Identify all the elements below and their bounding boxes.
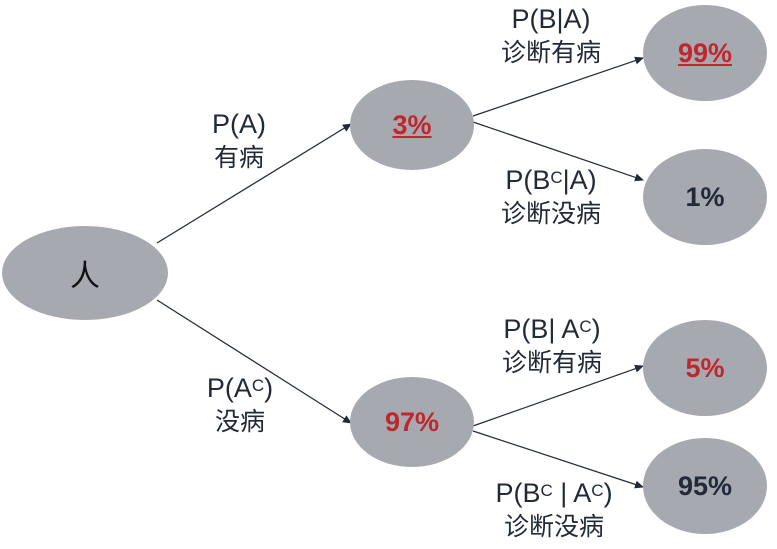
edge-label-pbcac: P(BC | AC) 诊断没病 — [474, 476, 634, 544]
node-bc-given-ac: 95% — [643, 438, 767, 534]
prob-pac: P(AC) — [206, 373, 274, 403]
edge-label-pba: P(B|A) 诊断有病 — [486, 2, 616, 70]
node-person: 人 — [2, 226, 168, 320]
prob-pa: P(A) — [212, 109, 266, 139]
edge-ac-to-bc — [472, 430, 644, 489]
node-b-given-ac: 5% — [643, 320, 767, 416]
prob-pbca: P(BC|A) — [505, 165, 597, 195]
edge-root-to-a — [156, 123, 352, 244]
prob-pbac: P(B| AC) — [503, 314, 601, 344]
edge-label-pac: P(AC) 没病 — [192, 371, 288, 439]
node-bc-given-a: 1% — [643, 149, 767, 245]
edge-label-pa: P(A) 有病 — [198, 107, 280, 175]
edge-a-to-bc — [472, 121, 644, 182]
node-b-given-a: 99% — [643, 5, 767, 101]
desc-pbcac: 诊断没病 — [503, 512, 604, 541]
prob-pbcac: P(BC | AC) — [495, 478, 613, 508]
desc-pbca: 诊断没病 — [500, 199, 601, 228]
desc-pba: 诊断有病 — [500, 38, 601, 67]
edge-ac-to-b — [472, 364, 644, 427]
node-no-disease: 97% — [350, 377, 474, 467]
edge-a-to-b — [472, 56, 644, 117]
edge-label-pbac: P(B| AC) 诊断有病 — [482, 312, 622, 380]
desc-pac: 没病 — [214, 407, 265, 436]
desc-pbac: 诊断有病 — [501, 348, 602, 377]
node-has-disease: 3% — [350, 80, 474, 170]
prob-pba: P(B|A) — [511, 4, 591, 34]
desc-pa: 有病 — [213, 143, 264, 172]
edge-label-pbca: P(BC|A) 诊断没病 — [486, 163, 616, 231]
edge-root-to-ac — [156, 299, 352, 424]
